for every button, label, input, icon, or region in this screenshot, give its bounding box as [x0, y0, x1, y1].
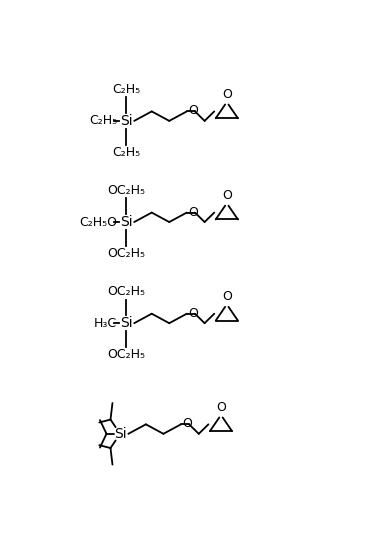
Text: O: O — [222, 290, 232, 304]
Text: Si: Si — [120, 215, 132, 229]
Text: Si: Si — [120, 316, 132, 330]
Text: OC₂H₅: OC₂H₅ — [107, 184, 145, 197]
Text: Si: Si — [120, 114, 132, 128]
Text: OC₂H₅: OC₂H₅ — [107, 348, 145, 361]
Text: Si: Si — [114, 427, 126, 441]
Text: O: O — [222, 190, 232, 202]
Text: C₂H₅: C₂H₅ — [89, 115, 117, 127]
Text: C₂H₅: C₂H₅ — [112, 146, 140, 159]
Text: O: O — [222, 88, 232, 101]
Text: O: O — [216, 401, 226, 414]
Text: O: O — [188, 206, 198, 219]
Text: OC₂H₅: OC₂H₅ — [107, 285, 145, 298]
Text: OC₂H₅: OC₂H₅ — [107, 247, 145, 260]
Text: O: O — [188, 307, 198, 320]
Text: C₂H₅: C₂H₅ — [112, 83, 140, 96]
Text: O: O — [188, 105, 198, 117]
Text: O: O — [182, 418, 192, 430]
Text: H₃C: H₃C — [94, 317, 117, 330]
Text: C₂H₅O: C₂H₅O — [79, 216, 117, 229]
